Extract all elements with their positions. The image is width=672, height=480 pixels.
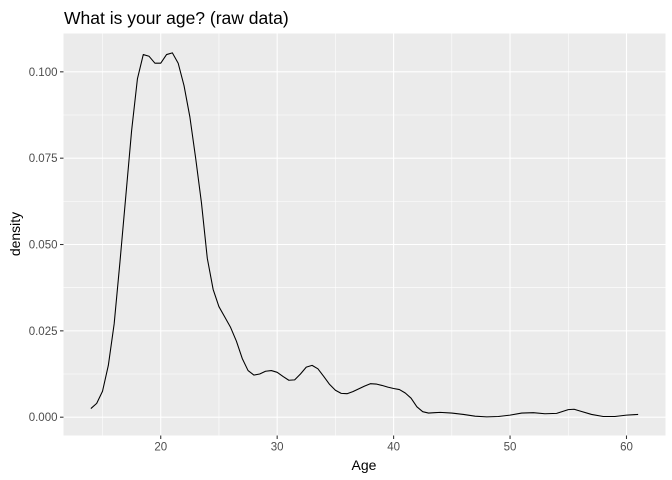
y-axis-ticks: 0.000 0.025 0.050 0.075 0.100 <box>29 67 64 424</box>
x-axis-title: Age <box>352 457 377 473</box>
y-tick-label: 0.025 <box>29 326 58 338</box>
minor-gridlines <box>63 33 666 436</box>
y-tick-label: 0.100 <box>29 67 58 79</box>
plot-panel <box>63 33 666 436</box>
x-tick-label: 50 <box>504 442 517 454</box>
y-tick-label: 0.050 <box>29 240 58 252</box>
x-tick-label: 60 <box>620 442 633 454</box>
x-tick-label: 30 <box>271 442 284 454</box>
major-gridlines <box>63 33 666 436</box>
chart-title: What is your age? (raw data) <box>64 8 289 28</box>
y-tick-label: 0.000 <box>29 412 58 424</box>
x-axis-ticks: 20 30 40 50 60 <box>154 435 633 454</box>
y-axis-title: density <box>7 212 23 256</box>
density-curve <box>90 52 639 418</box>
x-tick-label: 20 <box>154 442 167 454</box>
y-tick-label: 0.075 <box>29 153 58 165</box>
x-tick-label: 40 <box>387 442 400 454</box>
